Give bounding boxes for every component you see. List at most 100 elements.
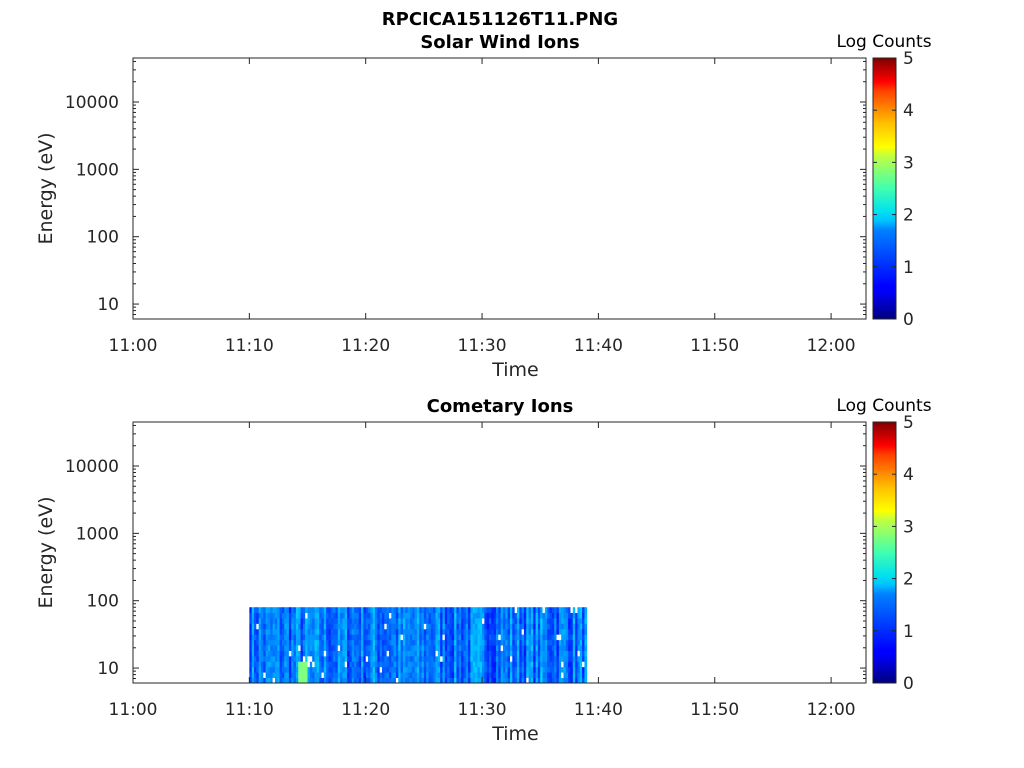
heatmap-cell — [314, 645, 318, 651]
heatmap-cell — [423, 634, 427, 641]
heatmap-cell — [419, 666, 422, 673]
heatmap-cell — [328, 677, 332, 684]
heatmap-cell — [335, 618, 339, 624]
heatmap-cell — [484, 634, 488, 641]
heatmap-cell — [409, 677, 413, 684]
heatmap-cell — [482, 634, 485, 641]
heatmap-cell — [312, 628, 315, 635]
heatmap-cell — [493, 623, 497, 630]
heatmap-cell — [558, 645, 562, 651]
heatmap-cell — [321, 650, 325, 657]
heatmap-cell — [288, 672, 292, 678]
heatmap-cell — [575, 612, 578, 619]
heatmap-cell — [547, 623, 550, 630]
heatmap-cell — [579, 628, 583, 635]
heatmap-cell — [523, 655, 527, 662]
x-tick-label: 11:20 — [341, 336, 390, 356]
heatmap-cell — [537, 666, 541, 673]
heatmap-cell — [356, 612, 360, 619]
heatmap-cell — [323, 672, 327, 678]
heatmap-cell — [274, 634, 278, 641]
heatmap-cell — [377, 661, 381, 668]
heatmap-cell — [363, 645, 367, 651]
heatmap-cell — [409, 639, 413, 646]
axes-frame — [132, 421, 867, 684]
heatmap-cell — [496, 672, 499, 678]
heatmap-cell — [535, 612, 539, 619]
heatmap-cell — [502, 672, 506, 678]
heatmap-cell — [584, 650, 588, 657]
heatmap-cell — [461, 639, 464, 646]
heatmap-cell — [482, 645, 485, 651]
heatmap-cell — [319, 612, 322, 619]
heatmap-cell — [260, 677, 264, 684]
heatmap-cell — [465, 612, 469, 619]
heatmap-cell — [526, 677, 529, 684]
heatmap-cell — [470, 623, 474, 630]
heatmap-cell — [456, 639, 460, 646]
heatmap-cell — [521, 650, 525, 657]
heatmap-cell — [365, 661, 369, 668]
heatmap-cell — [326, 666, 329, 673]
heatmap-cell — [288, 639, 292, 646]
heatmap-cell — [305, 650, 308, 657]
heatmap-cell — [330, 655, 334, 662]
heatmap-cell — [363, 634, 367, 641]
heatmap-cell — [451, 623, 455, 630]
heatmap-cell — [349, 666, 353, 673]
heatmap-cell — [298, 639, 301, 646]
heatmap-cell — [465, 666, 469, 673]
heatmap-cell — [561, 661, 564, 668]
heatmap-cell — [298, 628, 301, 635]
heatmap-cell — [295, 612, 299, 619]
heatmap-cell — [363, 618, 367, 624]
heatmap-cell — [554, 628, 557, 635]
heatmap-cell — [398, 639, 402, 646]
heatmap-cell — [554, 634, 557, 641]
heatmap-cell — [260, 612, 264, 619]
heatmap-cell — [507, 634, 511, 641]
heatmap-cell — [412, 607, 415, 614]
heatmap-cell — [284, 672, 287, 678]
heatmap-cell — [286, 666, 290, 673]
heatmap-cell — [358, 634, 362, 641]
heatmap-cell — [312, 618, 315, 624]
heatmap-cell — [421, 628, 425, 635]
heatmap-cell — [416, 607, 420, 614]
heatmap-cell — [395, 661, 399, 668]
heatmap-cell — [358, 650, 362, 657]
heatmap-cell — [533, 672, 536, 678]
heatmap-cell — [328, 661, 332, 668]
heatmap-cell — [319, 634, 322, 641]
heatmap-cell — [254, 628, 257, 635]
heatmap-cell — [361, 607, 364, 614]
heatmap-cell — [377, 672, 381, 678]
heatmap-cell — [270, 666, 274, 673]
heatmap-cell — [549, 639, 553, 646]
heatmap-cell — [500, 623, 504, 630]
heatmap-cell — [395, 666, 399, 673]
heatmap-cell — [386, 661, 390, 668]
heatmap-cell — [458, 645, 462, 651]
heatmap-cell — [267, 612, 271, 619]
heatmap-cell — [402, 607, 406, 614]
heatmap-cell — [447, 634, 450, 641]
heatmap-cell — [391, 650, 395, 657]
heatmap-cell — [549, 628, 553, 635]
heatmap-cell — [442, 628, 446, 635]
heatmap-cell — [519, 655, 523, 662]
heatmap-cell — [468, 618, 471, 624]
heatmap-cell — [442, 650, 446, 657]
heatmap-cell — [388, 655, 392, 662]
heatmap-cell — [437, 628, 441, 635]
heatmap-cell — [551, 650, 555, 657]
heatmap-cell — [274, 661, 278, 668]
heatmap-cell — [482, 650, 485, 657]
heatmap-cell — [305, 623, 308, 630]
heatmap-cell — [386, 612, 390, 619]
heatmap-cell — [568, 655, 571, 662]
heatmap-cell — [500, 666, 504, 673]
heatmap-cell — [542, 661, 546, 668]
heatmap-cell — [521, 661, 525, 668]
